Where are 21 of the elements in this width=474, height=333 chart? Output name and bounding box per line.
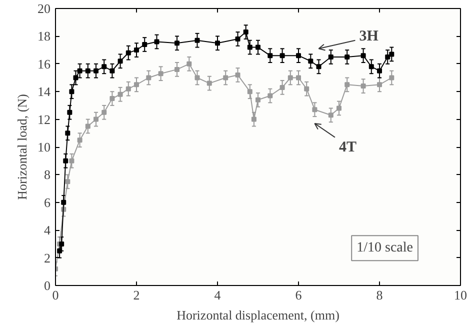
- series-label: 4T: [339, 139, 357, 156]
- x-tick-label: 10: [454, 288, 467, 302]
- legend-label: 3H: [359, 28, 379, 45]
- x-tick-label: 8: [376, 288, 383, 302]
- y-tick-label: 12: [38, 112, 50, 127]
- x-tick-label: 4: [214, 288, 222, 302]
- y-tick-label: 4: [44, 222, 51, 238]
- y-tick-label: 2: [44, 250, 50, 266]
- x-axis-title: Horizontal displacement, (mm): [176, 308, 340, 322]
- annotation: 1/10 scale: [356, 240, 413, 256]
- y-tick-label: 10: [38, 140, 50, 154]
- y-tick-label: 16: [38, 56, 51, 72]
- y-tick-label: 8: [44, 167, 50, 182]
- y-tick-label: 18: [38, 28, 50, 44]
- y-tick-label: 14: [38, 84, 51, 100]
- x-tick-label: 2: [133, 288, 140, 302]
- y-tick-label: 6: [44, 194, 51, 210]
- y-tick-label: 0: [44, 278, 50, 293]
- x-tick-label: 6: [295, 288, 302, 302]
- y-axis-title: Horizontal load, (N): [14, 94, 30, 200]
- y-tick-label: 20: [38, 1, 50, 16]
